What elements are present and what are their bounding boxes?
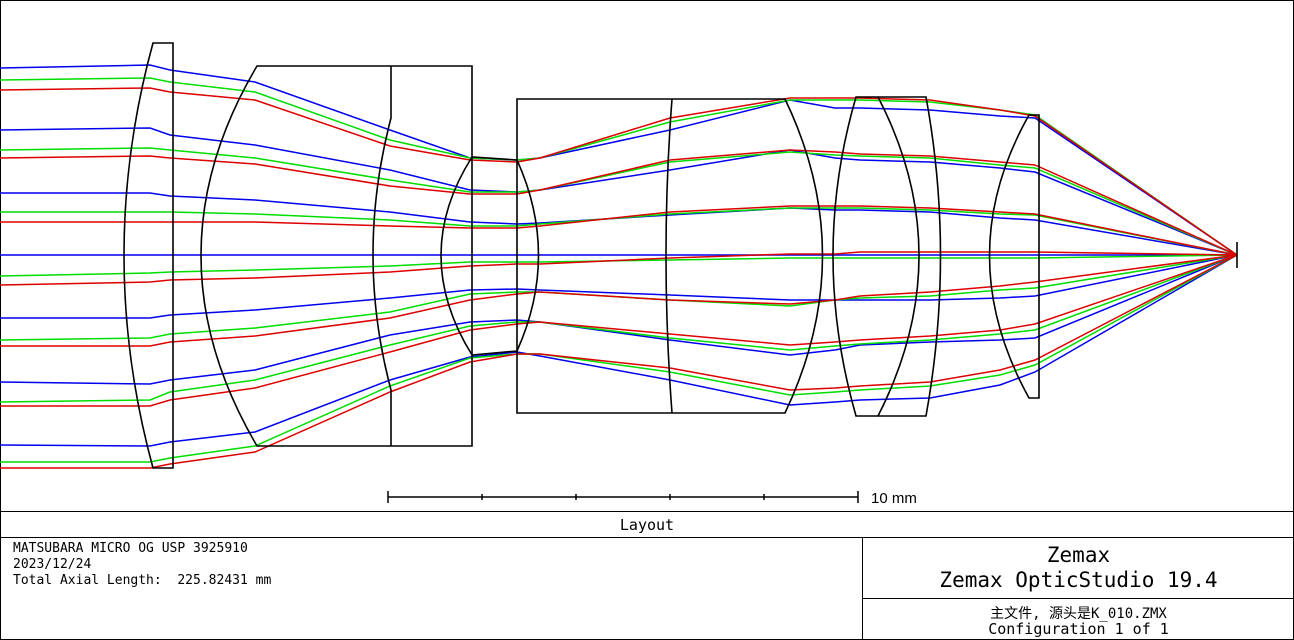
lens-2-doublet: [200, 65, 473, 447]
product-name: Zemax OpticStudio 19.4: [939, 568, 1218, 592]
ray-green-2: [0, 147, 1238, 256]
ray-green-3: [0, 207, 1238, 256]
ray-blue-6: [0, 254, 1238, 385]
ray-green-7: [0, 254, 1238, 463]
lens-2-cement-surface: [372, 66, 392, 446]
layout-title-bar: Layout: [1, 511, 1293, 538]
ray-red-3: [0, 205, 1238, 256]
ray-blue-2: [0, 127, 1238, 256]
ray-green-1: [0, 77, 1238, 256]
configuration: Configuration 1 of 1: [988, 620, 1169, 638]
ray-red-7: [0, 254, 1238, 469]
ray-red-2: [0, 149, 1238, 256]
lens-4-cement-surface: [665, 98, 673, 414]
ray-red-1: [0, 87, 1238, 256]
ray-blue-1: [0, 64, 1238, 256]
ray-red-6: [0, 254, 1238, 407]
lens-3: [440, 156, 540, 356]
optical-layout-diagram: 10 mm: [0, 42, 1238, 507]
ray-blue-5: [0, 254, 1238, 319]
scale-bar: [387, 491, 859, 503]
scale-bar-label: 10 mm: [871, 490, 917, 507]
branding-panel: Zemax Zemax OpticStudio 19.4 主文件, 源头是K_0…: [862, 537, 1294, 639]
lens-5: [832, 96, 920, 417]
lens-4-doublet: [516, 98, 824, 414]
company-name: Zemax: [1046, 543, 1111, 567]
layout-title: Layout: [619, 516, 675, 534]
file-name: 主文件, 源头是K_010.ZMX: [990, 606, 1167, 622]
lens-date: 2023/12/24: [13, 557, 92, 572]
lens-6: [878, 96, 942, 417]
ray-blue-7: [0, 254, 1238, 447]
ray-red-4: [0, 251, 1238, 286]
ray-blue-3: [0, 192, 1238, 256]
axial-length: Total Axial Length: 225.82431 mm: [13, 573, 272, 588]
lens-7: [988, 114, 1040, 399]
file-info: 主文件, 源头是K_010.ZMX Configuration 1 of 1: [863, 598, 1294, 639]
ray-green-4: [0, 254, 1238, 277]
ray-green-6: [0, 254, 1238, 403]
lens-1: [123, 42, 174, 469]
lens-info: MATSUBARA MICRO OG USP 3925910 2023/12/24…: [13, 541, 271, 589]
lens-name: MATSUBARA MICRO OG USP 3925910: [13, 541, 248, 556]
